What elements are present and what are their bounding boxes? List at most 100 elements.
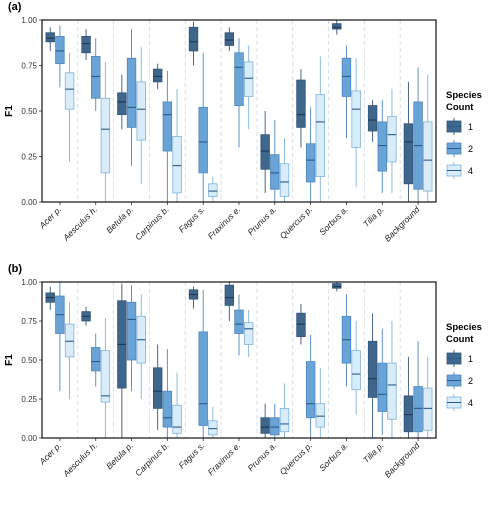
box-iqr xyxy=(367,105,378,132)
box-iqr xyxy=(208,183,218,197)
x-tick-label-aesculus-h: Aesculus h. xyxy=(60,204,99,243)
box-iqr xyxy=(208,420,218,436)
legend-label-4: 4 xyxy=(468,398,473,408)
x-tick-label-background: Background xyxy=(382,440,421,479)
box-iqr xyxy=(377,362,387,412)
box-iqr xyxy=(45,32,55,43)
legend-label-4: 4 xyxy=(468,166,473,176)
box-iqr xyxy=(260,134,270,170)
box-sorbus-a-count-4 xyxy=(351,58,361,188)
box-iqr xyxy=(126,57,137,128)
box-iqr xyxy=(243,61,254,97)
box-fraxinus-e-count-1 xyxy=(224,27,235,51)
x-tick-label-acer-p: Acer p. xyxy=(36,440,63,467)
box-iqr xyxy=(224,284,235,306)
box-iqr xyxy=(279,407,290,433)
y-tick-label: 0.75 xyxy=(21,317,37,326)
box-sorbus-a-count-1 xyxy=(332,20,342,35)
box-tilia-p-count-2 xyxy=(377,100,387,193)
box-iqr xyxy=(126,301,137,361)
box-iqr xyxy=(55,35,65,65)
box-fagus-s-count-1 xyxy=(188,286,199,309)
legend-key-4 xyxy=(446,394,462,411)
box-fagus-s-count-4 xyxy=(208,176,218,202)
x-tick-label-tilia-p: Tilia p. xyxy=(361,204,386,229)
box-iqr xyxy=(296,79,306,128)
box-iqr xyxy=(172,404,182,434)
box-fraxinus-e-count-2 xyxy=(234,294,244,356)
box-quercus-p-count-2 xyxy=(305,335,316,438)
x-tick-label-sorbus-a: Sorbus a. xyxy=(317,440,350,473)
box-iqr xyxy=(234,52,244,106)
box-iqr xyxy=(413,386,423,433)
box-fagus-s-count-1 xyxy=(188,21,199,66)
box-iqr xyxy=(315,403,326,428)
box-acer-p-count-2 xyxy=(55,282,65,392)
x-tick-label-carpinus-b: Carpinus b. xyxy=(133,440,171,478)
x-tick-label-prunus-a: Prunus a. xyxy=(245,440,278,473)
box-betula-p-count-1 xyxy=(117,283,127,438)
box-fraxinus-e-count-4 xyxy=(243,310,254,357)
x-tick-label-prunus-a: Prunus a. xyxy=(245,204,278,237)
box-fraxinus-e-count-1 xyxy=(224,282,235,321)
box-tilia-p-count-4 xyxy=(387,321,397,438)
x-tick-label-quercus-p: Quercus p. xyxy=(278,204,314,240)
box-iqr xyxy=(91,56,101,99)
box-betula-p-count-2 xyxy=(126,29,137,166)
legend-label-2: 2 xyxy=(468,144,473,154)
panel-b: (b) F1 0.00 0.25 0.50 0.75 1.00 Acer p.Aesculus… xyxy=(4,263,437,479)
legend-title-line1: Species xyxy=(446,90,482,101)
box-betula-p-count-4 xyxy=(136,47,146,184)
box-prunus-a-count-1 xyxy=(260,403,270,438)
y-tick-label: 1.00 xyxy=(21,278,37,287)
box-fraxinus-e-count-4 xyxy=(243,45,254,130)
box-fagus-s-count-2 xyxy=(198,52,208,202)
x-tick-label-fraxinus-e: Fraxinus e. xyxy=(206,440,243,477)
box-aesculus-h-count-4 xyxy=(100,317,111,438)
box-iqr xyxy=(188,26,199,52)
box-background-count-2 xyxy=(413,67,423,202)
box-fagus-s-count-2 xyxy=(198,289,208,438)
box-quercus-p-count-1 xyxy=(296,303,306,345)
box-background-count-4 xyxy=(423,356,433,438)
box-iqr xyxy=(279,163,290,197)
legend-title-line1: Species xyxy=(446,322,482,333)
plot-frame xyxy=(41,281,437,439)
box-acer-p-count-1 xyxy=(45,286,55,311)
box-iqr xyxy=(367,340,378,398)
x-tick-label-quercus-p: Quercus p. xyxy=(278,440,314,476)
box-prunus-a-count-4 xyxy=(279,138,290,202)
y-axis-title: F1 xyxy=(4,105,15,117)
box-aesculus-h-count-1 xyxy=(81,306,91,326)
x-tick-label-fraxinus-e: Fraxinus e. xyxy=(206,204,243,241)
box-acer-p-count-4 xyxy=(64,52,75,162)
box-acer-p-count-2 xyxy=(55,25,65,88)
plot-frame xyxy=(41,19,437,203)
box-tilia-p-count-1 xyxy=(367,100,378,142)
x-tick-label-betula-p: Betula p. xyxy=(104,204,135,235)
y-tick-label: 0.50 xyxy=(21,356,37,365)
box-iqr xyxy=(423,387,433,431)
box-iqr xyxy=(260,417,270,434)
box-betula-p-count-4 xyxy=(136,294,146,399)
y-tick-label: 0.25 xyxy=(21,395,37,404)
legend-key-4 xyxy=(446,162,462,179)
box-tilia-p-count-4 xyxy=(387,89,397,193)
legend-label-1: 1 xyxy=(468,354,473,364)
box-iqr xyxy=(100,350,111,403)
box-iqr xyxy=(234,309,244,334)
box-iqr xyxy=(198,331,208,426)
legend-title-line2: Count xyxy=(446,334,474,345)
box-background-count-4 xyxy=(423,74,433,202)
legend-key-2 xyxy=(446,140,462,157)
box-betula-p-count-1 xyxy=(117,74,127,130)
box-sorbus-a-count-2 xyxy=(341,45,352,139)
box-aesculus-h-count-2 xyxy=(91,38,101,111)
box-background-count-1 xyxy=(403,356,414,438)
y-tick-label: 0.75 xyxy=(21,62,37,71)
box-carpinus-b-count-2 xyxy=(162,349,173,438)
box-acer-p-count-4 xyxy=(64,302,75,399)
box-iqr xyxy=(403,395,414,433)
box-iqr xyxy=(305,361,316,419)
box-aesculus-h-count-1 xyxy=(81,29,91,61)
